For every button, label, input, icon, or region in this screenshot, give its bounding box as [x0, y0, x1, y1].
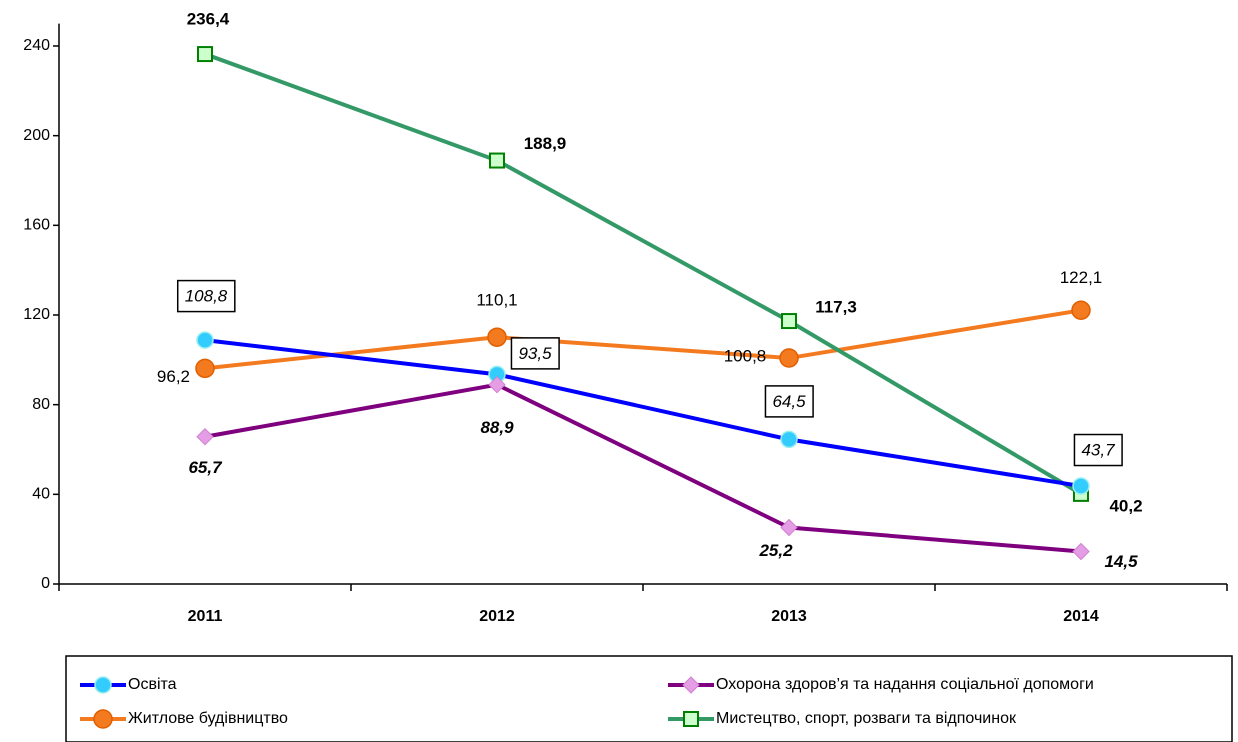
- marker: [195, 358, 215, 379]
- series-line: [204, 338, 1082, 489]
- x-tick-label: 2014: [1063, 608, 1099, 625]
- marker: [683, 711, 699, 727]
- y-tick-label: 240: [23, 37, 50, 54]
- y-tick-label: 120: [23, 306, 50, 323]
- marker: [488, 376, 506, 394]
- series-line: [204, 308, 1082, 371]
- label-box: [1073, 433, 1123, 467]
- y-tick-label: 0: [41, 575, 50, 592]
- marker: [781, 313, 797, 330]
- marker: [1072, 477, 1090, 495]
- label-box: [510, 337, 560, 370]
- data-label: 96,2: [157, 367, 190, 386]
- data-label: 65,7: [188, 458, 223, 477]
- y-tick-label: 80: [32, 396, 50, 413]
- data-label: 100,8: [724, 347, 767, 366]
- x-tick-label: 2013: [771, 608, 807, 625]
- data-label: 236,4: [187, 10, 230, 29]
- label-box: [176, 279, 236, 313]
- data-label: 188,9: [524, 134, 567, 153]
- marker: [196, 428, 214, 446]
- marker: [780, 518, 798, 537]
- data-label: 122,1: [1060, 268, 1103, 287]
- legend-box: [65, 655, 1233, 742]
- marker: [487, 327, 507, 347]
- data-label: 110,1: [476, 291, 517, 310]
- marker: [1072, 542, 1090, 561]
- marker: [489, 152, 505, 169]
- marker: [682, 676, 700, 694]
- legend-label: Освіта: [128, 676, 177, 693]
- legend-label: Охорона здоров’я та надання соціальної д…: [716, 676, 1094, 693]
- marker: [94, 676, 112, 694]
- marker: [1071, 300, 1091, 321]
- x-tick-label: 2011: [188, 608, 223, 625]
- legend-label: Мистецтво, спорт, розваги та відпочинок: [716, 710, 1017, 727]
- data-label: 43,7: [1081, 441, 1115, 460]
- y-tick-label: 200: [23, 127, 50, 144]
- series-line: [204, 382, 1082, 554]
- data-label: 25,2: [758, 541, 793, 560]
- data-label: 93,5: [518, 344, 552, 363]
- x-tick-label: 2012: [479, 608, 515, 625]
- data-label: 40,2: [1109, 496, 1142, 515]
- y-tick-label: 160: [23, 217, 50, 234]
- label-box: [764, 385, 814, 418]
- marker: [196, 331, 214, 349]
- y-tick-label: 40: [32, 486, 50, 503]
- data-label: 88,9: [480, 418, 514, 437]
- data-label: 117,3: [815, 298, 857, 317]
- data-label: 64,5: [772, 392, 806, 411]
- marker: [197, 46, 213, 63]
- data-label: 14,5: [1104, 552, 1138, 571]
- marker: [779, 348, 799, 368]
- marker: [780, 430, 798, 449]
- legend-label: Житлове будівництво: [128, 710, 288, 727]
- series-line: [204, 52, 1083, 496]
- data-label: 108,8: [185, 287, 228, 306]
- marker: [93, 709, 113, 729]
